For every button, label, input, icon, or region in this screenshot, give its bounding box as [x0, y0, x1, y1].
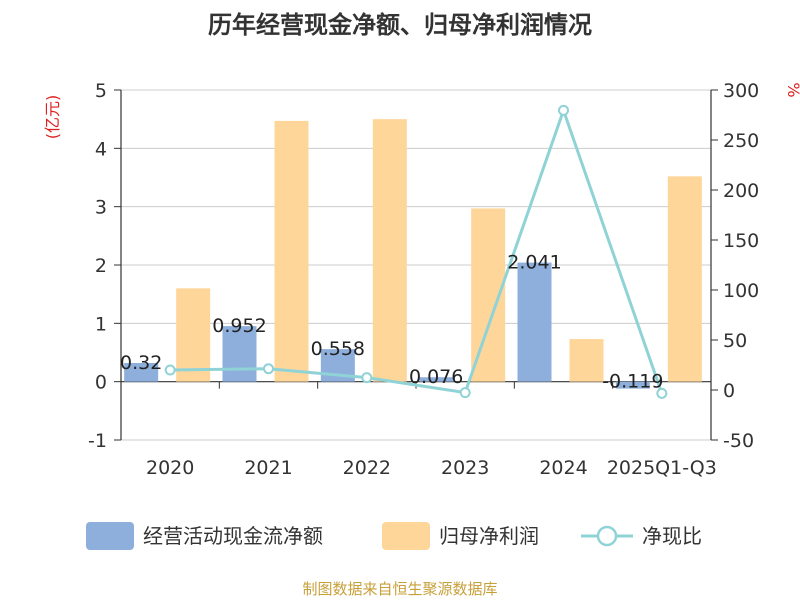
legend-swatch-cash-flow: [86, 522, 134, 550]
x-tick-label: 2024: [539, 457, 587, 479]
data-labels: 0.32 0.952 0.558 0.076 2.041 -0.119: [120, 252, 663, 393]
data-label-cash-flow: 0.32: [120, 352, 162, 374]
left-tick-label: 3: [95, 197, 107, 219]
legend-label-cash-flow: 经营活动现金流净额: [143, 524, 323, 548]
data-label-cash-flow: 0.558: [311, 338, 365, 360]
bar-cash-flow: [222, 326, 257, 382]
ratio-point: [656, 387, 668, 399]
bar-net-profit: [569, 339, 604, 382]
data-label-cash-flow: 2.041: [507, 252, 561, 274]
bar-cash-flow: [615, 381, 650, 389]
chart-title: 历年经营现金净额、归母净利润情况: [208, 11, 592, 39]
legend-marker-ratio: [596, 525, 618, 547]
right-tick-label: 100: [723, 280, 759, 302]
legend-label-net-profit: 归母净利润: [439, 524, 539, 548]
right-tick-label: 50: [723, 330, 747, 352]
ratio-point: [459, 387, 471, 399]
x-tick-label: 2022: [343, 457, 391, 479]
bar-net-profit: [274, 120, 309, 382]
x-tick-label: 2025Q1-Q3: [607, 457, 717, 479]
left-axis-unit: (亿元): [43, 95, 62, 140]
ratio-line: [164, 104, 668, 399]
x-tick-label: 2020: [146, 457, 194, 479]
ratio-polyline: [170, 105, 664, 395]
bar-net-profit: [176, 288, 211, 382]
ratio-point: [361, 372, 373, 384]
bar-net-profit: [372, 119, 407, 382]
data-label-cash-flow: 0.076: [409, 366, 463, 388]
bar-cash-flow: [124, 363, 159, 382]
ratio-point: [558, 104, 569, 116]
right-tick-label: 0: [723, 380, 735, 402]
bars: [124, 119, 702, 389]
axes: -1 0 1 2 3 4 5 -50 0 50 100 150 200 250 300 2020 2021 202…: [88, 80, 759, 479]
right-tick-label: 250: [723, 130, 759, 152]
data-label-cash-flow: 0.952: [212, 315, 266, 337]
bar-cash-flow: [517, 262, 552, 382]
left-tick-label: 1: [95, 313, 107, 335]
left-tick-label: 2: [95, 255, 107, 277]
right-tick-label: 300: [723, 80, 759, 102]
legend: 经营活动现金流净额 归母净利润 净现比: [86, 522, 702, 550]
ratio-point: [164, 364, 176, 376]
legend-item-net-profit[interactable]: 归母净利润: [382, 522, 539, 550]
bar-net-profit: [667, 176, 702, 382]
legend-item-cash-flow[interactable]: 经营活动现金流净额: [86, 522, 323, 550]
data-label-cash-flow: -0.119: [602, 371, 663, 393]
bar-cash-flow: [419, 377, 454, 382]
right-axis-unit: %: [784, 82, 800, 97]
right-tick-label: 200: [723, 180, 759, 202]
left-tick-label: 0: [95, 372, 107, 394]
legend-label-ratio: 净现比: [642, 524, 702, 548]
left-tick-label: 4: [95, 138, 107, 160]
source-note: 制图数据来自恒生聚源数据库: [302, 580, 497, 598]
x-tick-label: 2023: [441, 457, 489, 479]
left-tick-label: -1: [88, 430, 107, 452]
ratio-point: [263, 363, 274, 375]
right-tick-label: 150: [723, 230, 759, 252]
legend-swatch-net-profit: [382, 522, 430, 550]
left-tick-label: 5: [95, 80, 107, 102]
legend-item-ratio[interactable]: 净现比: [581, 524, 702, 548]
x-tick-label: 2021: [244, 457, 292, 479]
right-tick-label: -50: [723, 430, 754, 452]
